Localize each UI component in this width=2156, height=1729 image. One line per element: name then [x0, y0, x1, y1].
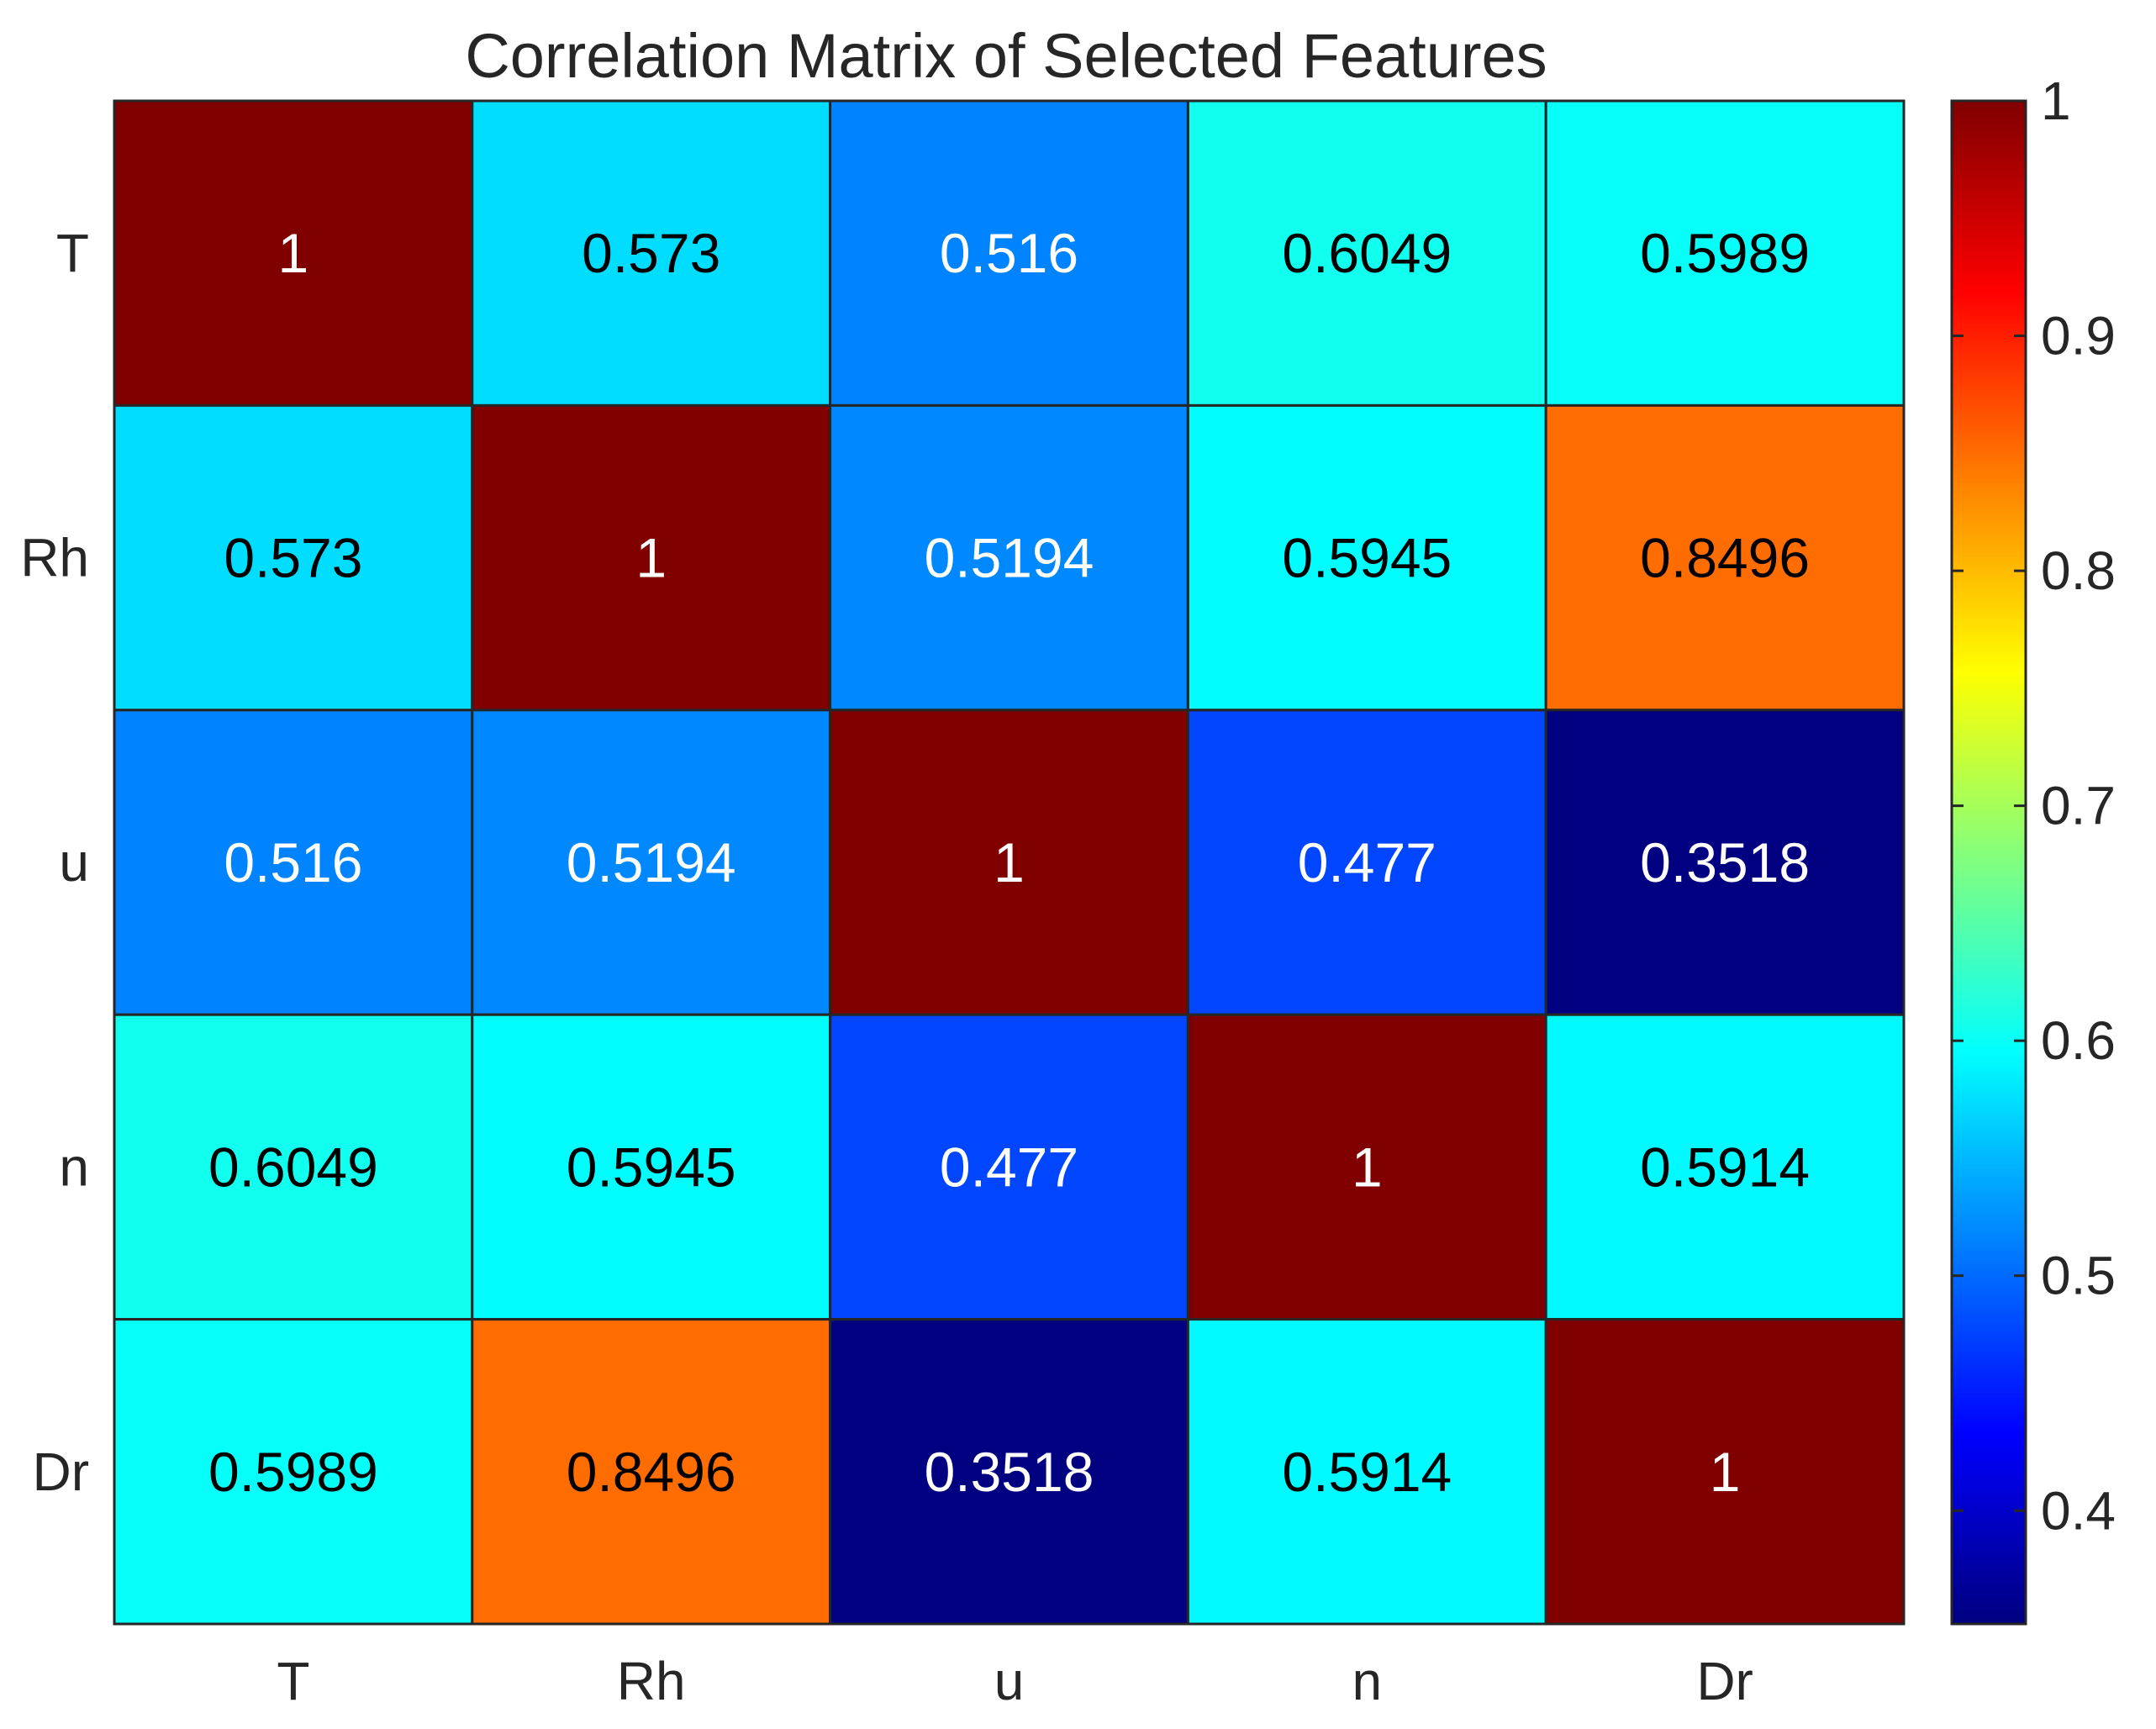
heatmap-cell-label: 1 — [1352, 1136, 1383, 1198]
y-tick-label-dr: Dr — [32, 1442, 89, 1502]
heatmap-cell-n-n — [1186, 1013, 1547, 1321]
heatmap-cell-dr-u — [829, 1318, 1189, 1626]
heatmap-cell-dr-n — [1186, 1318, 1547, 1626]
heatmap-cells — [113, 99, 1906, 1626]
heatmap-cell-label: 0.8496 — [567, 1441, 736, 1503]
heatmap-cell-dr-dr — [1544, 1318, 1906, 1626]
chart-title: Correlation Matrix of Selected Features — [465, 21, 1547, 91]
colorbar-gradient-bar — [1952, 101, 2026, 1624]
heatmap-cell-label: 0.8496 — [1640, 527, 1810, 589]
plot-area-frame — [113, 99, 1906, 1626]
heatmap-cell-label: 0.516 — [224, 831, 362, 893]
heatmap-cell-t-u — [829, 99, 1189, 407]
colorbar-tick-label: 1 — [2041, 71, 2071, 131]
heatmap-cell-rh-dr — [1544, 403, 1906, 712]
heatmap-cell-label: 1 — [1710, 1441, 1741, 1503]
heatmap-cell-label: 0.5945 — [1282, 527, 1452, 589]
y-tick-label-u: u — [59, 832, 89, 893]
x-tick-label-t: T — [277, 1651, 309, 1711]
heatmap-cell-label: 0.6049 — [1282, 222, 1452, 284]
heatmap-cell-label: 0.3518 — [925, 1441, 1094, 1503]
heatmap-cell-label: 0.5914 — [1282, 1441, 1452, 1503]
heatmap-cell-dr-rh — [471, 1318, 832, 1626]
heatmap-cell-u-u — [829, 709, 1189, 1016]
heatmap-cell-label: 0.5989 — [208, 1441, 378, 1503]
colorbar-tick-label: 0.8 — [2041, 540, 2116, 601]
heatmap-cell-rh-u — [829, 403, 1189, 712]
heatmap-cell-label: 1 — [278, 222, 309, 284]
heatmap-cell-label: 0.5945 — [567, 1136, 736, 1198]
x-tick-label-u: u — [994, 1651, 1025, 1711]
heatmap-cell-label: 0.5914 — [1640, 1136, 1810, 1198]
heatmap-cell-label: 0.516 — [940, 222, 1078, 284]
heatmap-cell-n-rh — [471, 1013, 832, 1321]
x-tick-label-n: n — [1352, 1651, 1383, 1711]
heatmap-cell-n-u — [829, 1013, 1189, 1321]
colorbar-tick-label: 0.7 — [2041, 776, 2116, 836]
colorbar-frame — [1950, 99, 2027, 1626]
colorbar-tick-label: 0.9 — [2041, 306, 2116, 366]
colorbar-tick-label: 0.6 — [2041, 1010, 2116, 1071]
heatmap-cell-rh-n — [1186, 403, 1547, 712]
heatmap-cell-n-t — [113, 1013, 474, 1321]
x-tick-label-rh: Rh — [617, 1651, 686, 1711]
x-tick-label-dr: Dr — [1696, 1651, 1753, 1711]
heatmap-cell-n-dr — [1544, 1013, 1906, 1321]
heatmap-cell-label: 0.3518 — [1640, 831, 1810, 893]
y-tick-label-t: T — [56, 223, 89, 283]
heatmap-cell-label: 0.6049 — [208, 1136, 378, 1198]
y-axis-tick-labels: T Rh u n Dr — [20, 223, 89, 1502]
heatmap-cell-rh-rh — [471, 403, 832, 712]
heatmap-cell-dr-t — [113, 1318, 474, 1626]
colorbar-tick-label: 0.4 — [2041, 1480, 2116, 1541]
heatmap-cell-label: 0.5194 — [925, 527, 1094, 589]
heatmap-cell-label: 1 — [635, 527, 667, 589]
y-tick-label-rh: Rh — [20, 528, 89, 588]
colorbar-tick-label: 0.5 — [2041, 1246, 2116, 1306]
heatmap-cell-label: 0.573 — [582, 222, 720, 284]
heatmap-cell-label: 0.477 — [940, 1136, 1078, 1198]
heatmap-cell-label: 0.477 — [1298, 831, 1436, 893]
x-axis-tick-labels: T Rh u n Dr — [277, 1651, 1753, 1711]
y-tick-label-n: n — [59, 1136, 89, 1197]
heatmap-cell-label: 1 — [994, 831, 1025, 893]
heatmap-cell-t-n — [1186, 99, 1547, 407]
heatmap-cell-u-rh — [471, 709, 832, 1016]
colorbar-ticks: 0.4 0.5 0.6 0.7 0.8 0.9 1 — [1952, 71, 2116, 1541]
heatmap-cell-t-t — [113, 99, 474, 407]
heatmap-cell-label: 0.573 — [224, 527, 362, 589]
heatmap-cell-u-dr — [1544, 709, 1906, 1016]
heatmap-cell-labels: 1 0.573 0.516 0.6049 0.5989 0.573 1 0.5194 0.594… — [208, 222, 1810, 1503]
colorbar: 0.4 0.5 0.6 0.7 0.8 0.9 1 — [1950, 71, 2116, 1626]
heatmap-cell-label: 0.5194 — [567, 831, 736, 893]
heatmap-cell-label: 0.5989 — [1640, 222, 1810, 284]
heatmap-cell-u-n — [1186, 709, 1547, 1016]
